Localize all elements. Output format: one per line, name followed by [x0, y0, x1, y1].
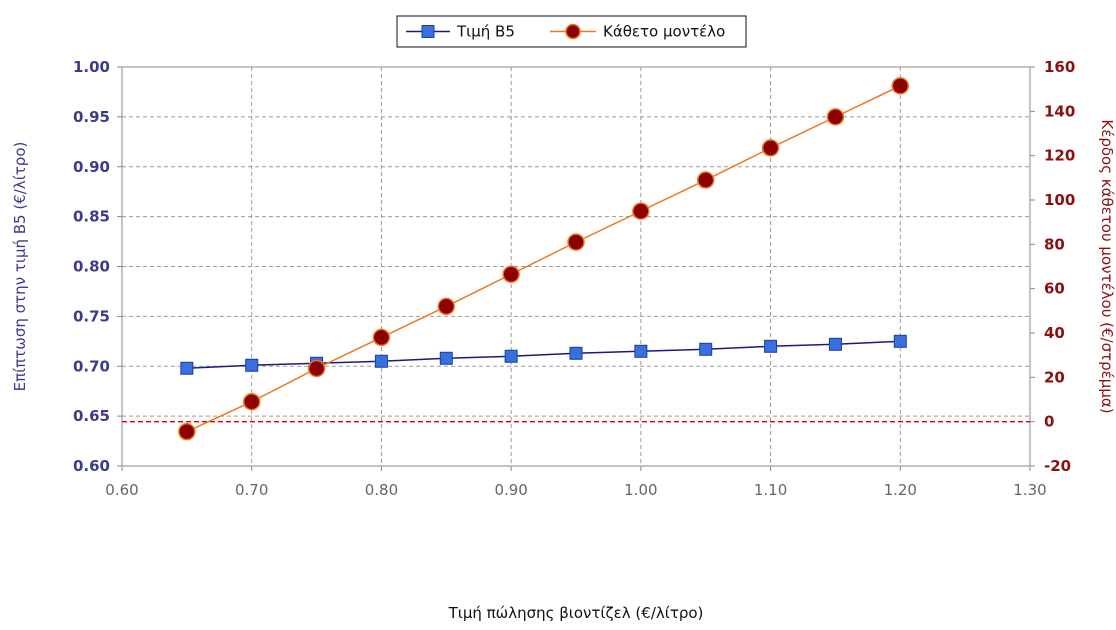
left-tick-label: 0.80	[73, 258, 110, 276]
right-tick-label: 120	[1044, 147, 1075, 165]
data-point-b5	[569, 346, 583, 360]
right-tick-label: 20	[1044, 368, 1065, 386]
left-tick-label: 0.90	[73, 158, 110, 176]
data-point-vertical-model	[242, 392, 261, 411]
data-point-b5	[245, 358, 259, 372]
x-tick-label: 1.20	[884, 481, 917, 499]
right-tick-label: 160	[1044, 58, 1075, 76]
data-point-b5	[893, 334, 907, 348]
x-axis-ticks: 0.60 0.70 0.80 0.90 1.00 1.10 1.20 1.30	[105, 466, 1047, 499]
left-axis-title: Επίπτωση στην τιμή Β5 (€/λίτρο)	[11, 142, 29, 392]
x-tick-label: 1.00	[624, 481, 657, 499]
right-tick-label: 60	[1044, 280, 1065, 298]
data-point-b5	[180, 361, 194, 375]
right-tick-label: -20	[1044, 457, 1071, 475]
data-point-vertical-model	[632, 202, 650, 220]
left-tick-label: 1.00	[73, 58, 110, 76]
x-tick-label: 0.90	[494, 481, 527, 499]
left-tick-label: 0.65	[73, 407, 110, 425]
left-tick-label: 0.85	[73, 208, 110, 226]
legend-marker-b5	[421, 25, 435, 38]
data-point-vertical-model	[502, 265, 520, 284]
right-tick-label: 40	[1044, 324, 1065, 342]
data-point-b5	[828, 337, 842, 351]
right-axis-ticks: -20 0 20 40 60 80 100 120 140 160	[1030, 58, 1075, 475]
data-point-b5	[634, 344, 648, 358]
right-tick-label: 0	[1044, 413, 1054, 431]
data-point-b5	[374, 354, 388, 368]
left-tick-label: 0.95	[73, 108, 110, 126]
data-point-b5	[439, 351, 453, 365]
left-tick-label: 0.70	[73, 357, 110, 375]
left-tick-label: 0.60	[73, 457, 110, 475]
right-tick-label: 100	[1044, 191, 1075, 209]
data-point-vertical-model	[567, 233, 585, 251]
x-tick-label: 1.30	[1013, 481, 1046, 499]
legend: Τιμή Β5 Κάθετο μοντέλο	[396, 15, 747, 48]
series-line-vertical-model	[186, 85, 901, 433]
x-tick-label: 0.60	[105, 481, 138, 499]
data-point-vertical-model	[178, 422, 196, 441]
data-point-b5	[764, 339, 778, 353]
legend-marker-vertical-model	[565, 23, 581, 40]
series-line-b5	[186, 340, 901, 369]
x-tick-label: 1.10	[754, 481, 787, 499]
data-point-vertical-model	[761, 139, 780, 157]
data-point-b5	[699, 342, 713, 356]
left-tick-label: 0.75	[73, 307, 110, 325]
data-point-vertical-model	[307, 359, 326, 378]
data-point-vertical-model	[437, 297, 456, 316]
x-axis-title: Τιμή πώλησης βιοντίζελ (€/λίτρο)	[448, 604, 704, 622]
x-tick-label: 0.80	[365, 481, 398, 499]
data-point-vertical-model	[826, 108, 845, 126]
left-axis-ticks: 0.60 0.65 0.70 0.75 0.80 0.85 0.90 0.95 1.00	[73, 58, 122, 475]
legend-label-b5: Τιμή Β5	[456, 23, 515, 41]
right-tick-label: 140	[1044, 102, 1075, 120]
data-point-vertical-model	[372, 328, 391, 347]
series-layer	[178, 77, 910, 441]
right-tick-label: 80	[1044, 235, 1065, 253]
right-axis-title: Κέρδος κάθετου μοντέλου (€/στρέμμα)	[1098, 119, 1116, 413]
data-point-vertical-model	[891, 77, 910, 95]
data-point-vertical-model	[696, 171, 715, 189]
grid	[122, 67, 1030, 466]
data-point-b5	[504, 349, 518, 363]
legend-label-vertical-model: Κάθετο μοντέλο	[603, 23, 725, 41]
x-tick-label: 0.70	[235, 481, 268, 499]
